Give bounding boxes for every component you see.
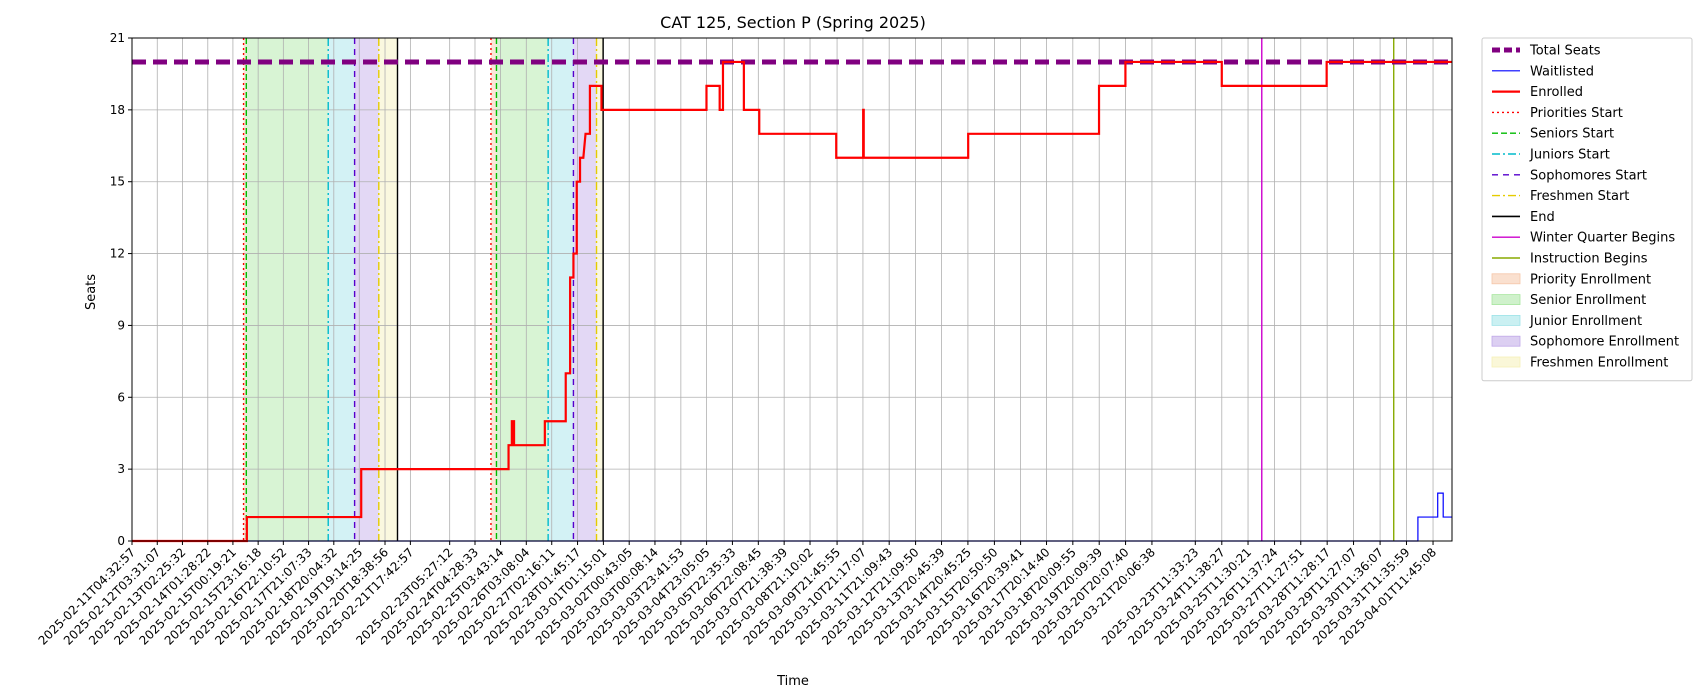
legend-label-senior-enrollment: Senior Enrollment xyxy=(1530,293,1646,308)
legend-label-junior-enrollment: Junior Enrollment xyxy=(1529,314,1642,329)
legend-label-sophomore-enrollment: Sophomore Enrollment xyxy=(1530,335,1679,350)
legend-label-freshmen-enrollment: Freshmen Enrollment xyxy=(1530,356,1668,371)
legend-label-total-seats: Total Seats xyxy=(1529,44,1601,59)
legend-box xyxy=(1481,37,1693,382)
event-lines xyxy=(242,38,1395,541)
legend-label-seniors-start: Seniors Start xyxy=(1530,127,1614,142)
region-freshmen-enrollment xyxy=(378,38,398,541)
region-senior-enrollment xyxy=(496,38,549,541)
series-waitlisted xyxy=(132,492,1452,542)
enrollment-regions xyxy=(243,38,604,541)
legend-swatch-junior-enrollment xyxy=(1491,314,1521,326)
region-senior-enrollment xyxy=(246,38,329,541)
legend-label-sophomores-start: Sophomores Start xyxy=(1530,168,1647,183)
y-tick-label: 9 xyxy=(117,318,125,332)
chart-title: CAT 125, Section P (Spring 2025) xyxy=(660,13,926,32)
region-sophomore-enrollment xyxy=(573,38,597,541)
legend-swatch-priority-enrollment xyxy=(1491,273,1521,285)
y-tick-label: 3 xyxy=(117,462,125,476)
y-tick-label: 18 xyxy=(110,103,125,117)
legend-swatch-senior-enrollment xyxy=(1491,294,1521,306)
legend-label-freshmen-start: Freshmen Start xyxy=(1530,189,1629,204)
legend-label-juniors-start: Juniors Start xyxy=(1529,148,1610,163)
legend: Total Seats Waitlisted Enrolled Priorities … xyxy=(1481,37,1693,382)
x-axis-label: Time xyxy=(776,674,809,689)
legend-label-priorities-start: Priorities Start xyxy=(1530,106,1623,121)
legend-label-waitlisted: Waitlisted xyxy=(1530,64,1594,79)
region-sophomore-enrollment xyxy=(354,38,379,541)
region-junior-enrollment xyxy=(328,38,355,541)
legend-label-end: End xyxy=(1530,210,1555,225)
legend-label-priority-enrollment: Priority Enrollment xyxy=(1530,272,1651,287)
region-freshmen-enrollment xyxy=(596,38,604,541)
y-tick-label: 0 xyxy=(117,534,125,548)
legend-swatch-freshmen-enrollment xyxy=(1491,356,1521,368)
series-enrolled xyxy=(132,60,1452,543)
legend-swatch-sophomore-enrollment xyxy=(1491,335,1521,347)
y-axis-label: Seats xyxy=(84,274,99,310)
legend-label-enrolled: Enrolled xyxy=(1530,85,1583,100)
region-priority-enrollment xyxy=(490,38,497,541)
y-tick-label: 6 xyxy=(117,390,125,404)
legend-label-instruction-begins: Instruction Begins xyxy=(1530,252,1648,267)
y-tick-label: 15 xyxy=(110,175,125,189)
y-axis-ticks: 0 3 6 9 12 15 18 21 xyxy=(110,31,132,548)
y-tick-label: 12 xyxy=(110,247,125,261)
y-tick-label: 21 xyxy=(110,31,125,45)
plot-frame xyxy=(131,37,1453,542)
legend-label-winter-quarter-begins: Winter Quarter Begins xyxy=(1530,231,1675,246)
series-lines xyxy=(132,59,1452,543)
region-priority-enrollment xyxy=(243,38,247,541)
